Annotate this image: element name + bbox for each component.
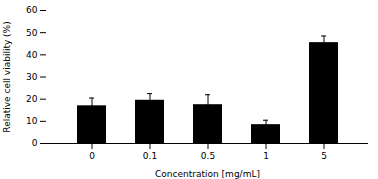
svg-text:20: 20 [26, 94, 38, 104]
svg-text:0.1: 0.1 [143, 151, 157, 161]
svg-text:0.5: 0.5 [201, 151, 215, 161]
svg-text:10: 10 [26, 116, 38, 126]
svg-text:1: 1 [263, 151, 269, 161]
svg-text:Concentration [mg/mL]: Concentration [mg/mL] [155, 169, 260, 179]
svg-text:5: 5 [321, 151, 327, 161]
svg-text:60: 60 [26, 5, 38, 15]
svg-text:Relative cell viability (%): Relative cell viability (%) [2, 21, 12, 132]
svg-text:0: 0 [89, 151, 95, 161]
svg-text:40: 40 [26, 50, 38, 60]
svg-text:50: 50 [26, 28, 38, 38]
svg-text:30: 30 [26, 72, 38, 82]
svg-text:0: 0 [32, 138, 38, 148]
